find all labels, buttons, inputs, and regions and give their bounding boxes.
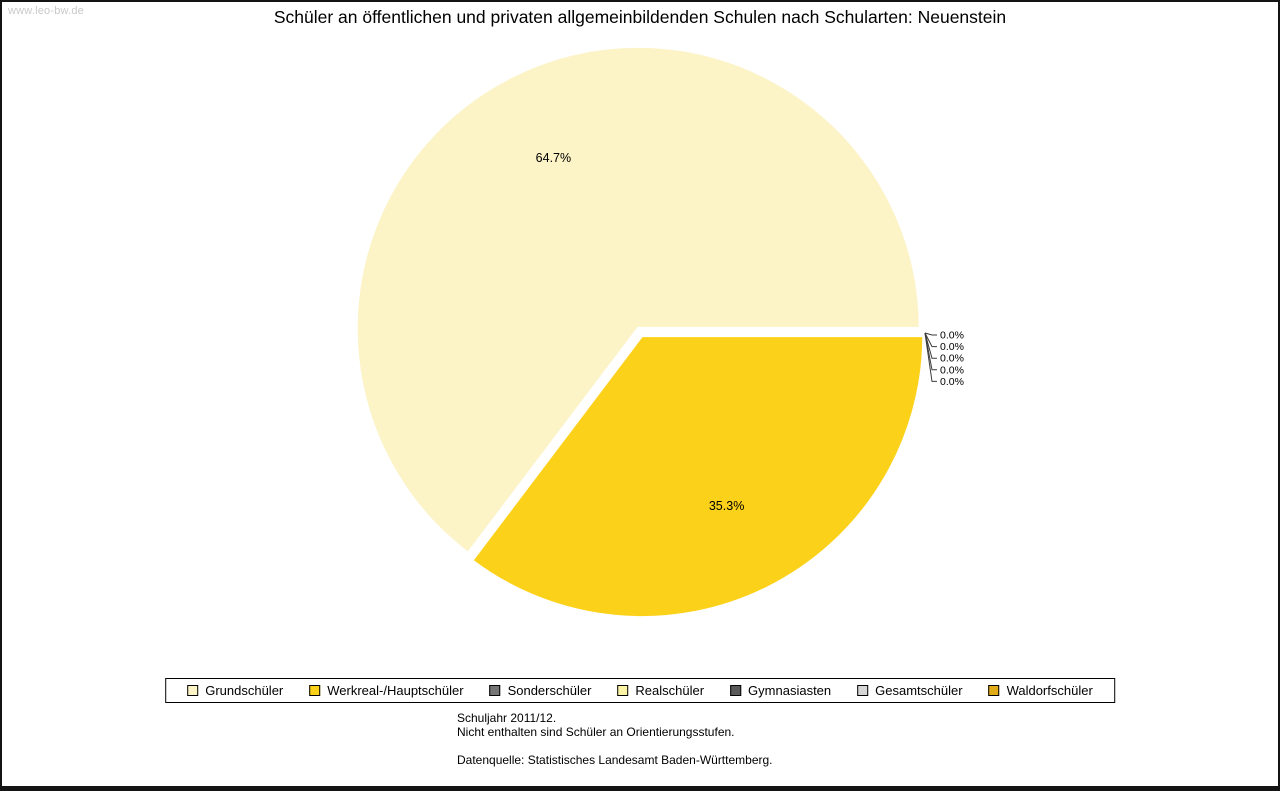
legend-item: Waldorfschüler bbox=[988, 683, 1093, 698]
source-note: Datenquelle: Statistisches Landesamt Bad… bbox=[457, 753, 773, 767]
pie-zero-label: 0.0% bbox=[940, 376, 964, 388]
leader-line bbox=[924, 332, 937, 382]
legend-label: Gesamtschüler bbox=[875, 683, 963, 698]
leader-line bbox=[924, 332, 937, 348]
legend-swatch bbox=[617, 685, 629, 696]
pie-slice bbox=[470, 334, 926, 620]
footnotes: Schuljahr 2011/12. Nicht enthalten sind … bbox=[457, 711, 735, 739]
pie-slice-label: 35.3% bbox=[709, 499, 744, 513]
footnote-line-2: Nicht enthalten sind Schüler an Orientie… bbox=[457, 724, 735, 739]
pie-chart: 64.7%35.3%0.0%0.0%0.0%0.0%0.0% bbox=[354, 44, 964, 620]
legend-swatch bbox=[309, 685, 321, 696]
pie-zero-label: 0.0% bbox=[940, 330, 964, 342]
pie-zero-label: 0.0% bbox=[940, 341, 964, 353]
chart-title: Schüler an öffentlichen und privaten all… bbox=[273, 7, 1007, 27]
legend-label: Sonderschüler bbox=[507, 683, 592, 698]
legend-item: Gymnasiasten bbox=[730, 683, 831, 698]
legend-swatch bbox=[988, 685, 1000, 696]
leader-line bbox=[924, 332, 937, 336]
pie-zero-label: 0.0% bbox=[940, 353, 964, 365]
legend-swatch bbox=[857, 685, 869, 696]
legend-label: Gymnasiasten bbox=[748, 683, 832, 698]
pie-slice bbox=[354, 44, 922, 555]
watermark: www.leo-bw.de bbox=[8, 5, 84, 17]
legend-label: Grundschüler bbox=[205, 683, 284, 698]
legend-item: Werkreal-/Hauptschüler bbox=[309, 683, 464, 698]
footnote-line-1: Schuljahr 2011/12. bbox=[457, 711, 557, 725]
legend-label: Waldorfschüler bbox=[1006, 683, 1093, 698]
leader-line bbox=[924, 332, 937, 359]
leader-line bbox=[924, 332, 937, 371]
legend: Grundschüler Werkreal-/Hauptschüler Sonder… bbox=[165, 678, 1115, 703]
legend-label: Realschüler bbox=[635, 683, 705, 698]
legend-item: Sonderschüler bbox=[489, 683, 592, 698]
pie-slice-label: 64.7% bbox=[536, 151, 571, 165]
legend-swatch bbox=[730, 685, 742, 696]
legend-label: Werkreal-/Hauptschüler bbox=[327, 683, 464, 698]
legend-item: Grundschüler bbox=[187, 683, 283, 698]
legend-item: Realschüler bbox=[617, 683, 704, 698]
legend-item: Gesamtschüler bbox=[857, 683, 963, 698]
legend-swatch bbox=[187, 685, 199, 696]
pie-zero-label: 0.0% bbox=[940, 364, 964, 376]
legend-swatch bbox=[489, 685, 501, 696]
